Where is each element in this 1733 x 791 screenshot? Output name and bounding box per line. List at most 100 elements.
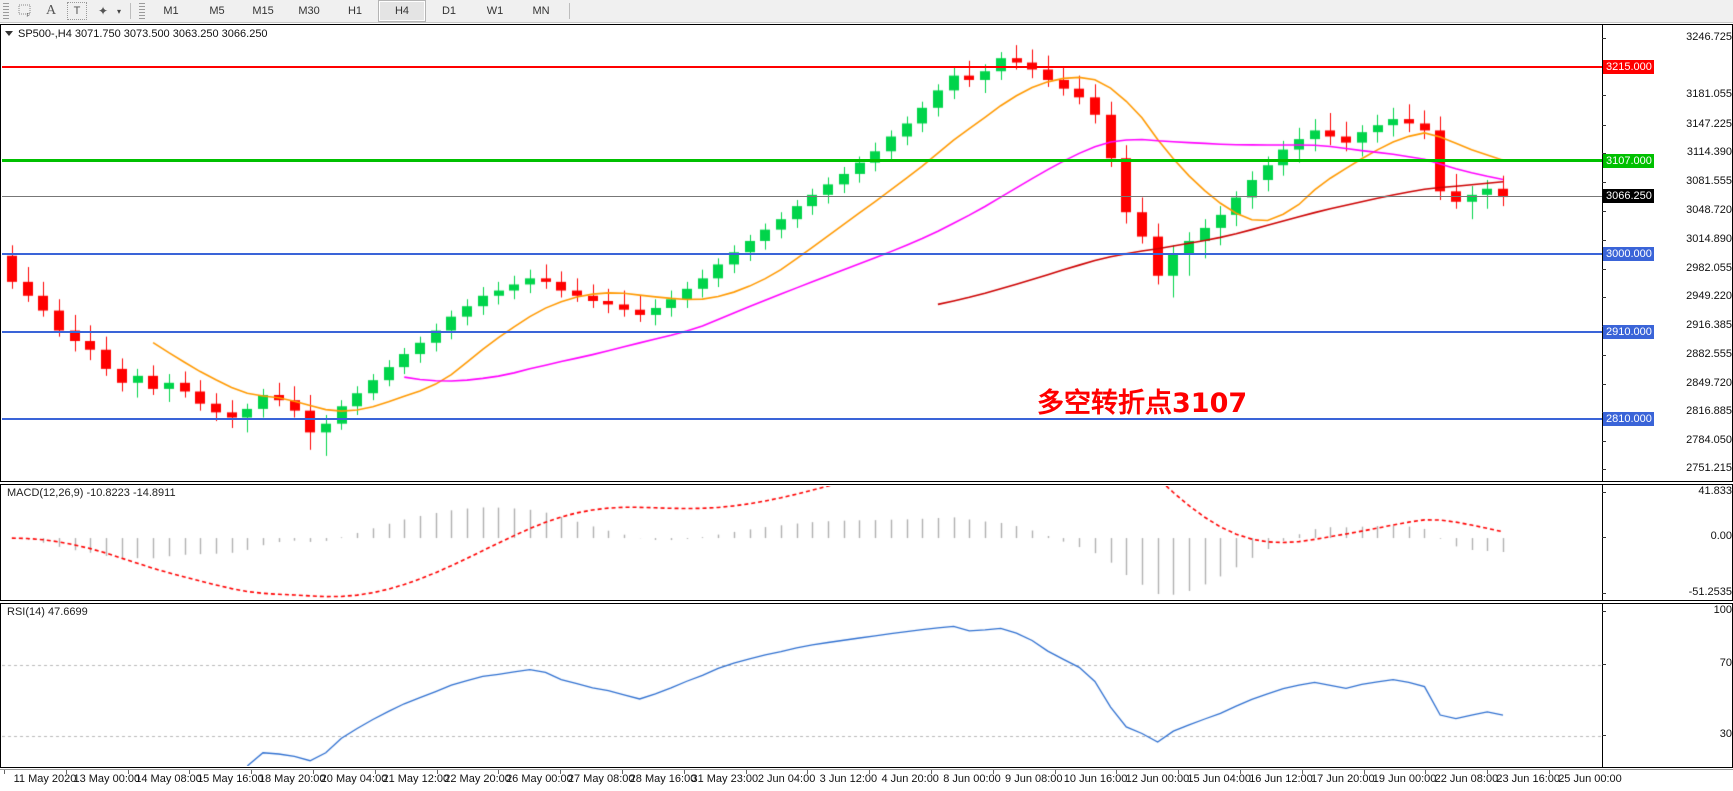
crosshair-icon[interactable]: F	[12, 1, 38, 21]
time-tick	[1302, 770, 1303, 774]
text-tool-icon[interactable]: A	[45, 3, 57, 18]
text-label-icon[interactable]: T	[64, 1, 90, 21]
axis-tickmark	[1602, 182, 1606, 184]
time-tick	[1055, 770, 1056, 774]
axis-tickmark	[1602, 469, 1606, 471]
timeframe-mn[interactable]: MN	[532, 5, 550, 17]
macd-axis[interactable]: 41.833 0.00 -51.2535	[1602, 485, 1732, 600]
rsi-plot-area[interactable]	[2, 605, 1732, 766]
chevron-down-icon[interactable]: ▾	[117, 6, 122, 16]
rsi-canvas	[2, 605, 1603, 766]
price-tick-label: 2949.220	[1686, 290, 1732, 303]
time-tick	[498, 770, 499, 774]
price-tick-label: 3181.055	[1686, 88, 1732, 101]
time-label: 8 Jun 00:00	[943, 773, 1001, 785]
collapse-icon[interactable]	[5, 31, 13, 36]
time-tick	[437, 770, 438, 774]
time-tick	[1364, 770, 1365, 774]
axis-tickmark	[1602, 735, 1606, 737]
toolbar-grip[interactable]	[3, 3, 9, 19]
axis-tickmark	[1602, 240, 1606, 242]
macd-canvas	[2, 486, 1603, 599]
price-tick-label: 3147.225	[1686, 117, 1732, 130]
price-tag-support-2910[interactable]: 2910.000	[1603, 325, 1654, 340]
axis-divider	[1602, 485, 1603, 600]
timeframe-m30[interactable]: M30	[298, 5, 320, 17]
timeframe-m1[interactable]: M1	[163, 5, 179, 17]
level-line-support-3000[interactable]	[2, 253, 1603, 255]
time-tick	[313, 770, 314, 774]
rsi-tick-label: 30	[1719, 728, 1732, 741]
time-tick	[1549, 770, 1550, 774]
time-tick	[746, 770, 747, 774]
macd-plot-area[interactable]	[2, 486, 1732, 599]
price-tag-pivot-3107[interactable]: 3107.000	[1603, 153, 1654, 168]
level-line-support-2910[interactable]	[2, 331, 1603, 334]
axis-tickmark	[1602, 124, 1606, 126]
price-tick-label: 2816.885	[1686, 405, 1732, 418]
level-line-resistance-3215[interactable]	[2, 65, 1603, 68]
level-line-support-2810[interactable]	[2, 418, 1603, 421]
axis-divider	[1602, 25, 1603, 481]
time-label: 11 May 2020	[13, 773, 77, 785]
time-label: 20 May 04:00	[320, 773, 388, 785]
axis-tickmark	[1602, 440, 1606, 442]
svg-text:F: F	[27, 13, 30, 18]
timeframe-w1[interactable]: W1	[486, 5, 504, 17]
time-label: 22 May 20:00	[444, 773, 511, 785]
time-axis[interactable]: 11 May 2020 13 May 00:00 14 May 08:00 15 Ma…	[0, 769, 1733, 791]
price-tick-label: 2849.720	[1686, 376, 1732, 389]
price-tick-label: 2882.555	[1686, 348, 1732, 361]
axis-tickmark	[1602, 491, 1606, 493]
rsi-tick-label: 70	[1719, 657, 1732, 670]
timeframe-m15[interactable]: M15	[252, 5, 274, 17]
time-tick	[1487, 770, 1488, 774]
rsi-label: RSI(14) 47.6699	[7, 606, 88, 618]
timeframe-h1[interactable]: H1	[347, 5, 363, 17]
time-label: 10 Jun 16:00	[1063, 773, 1128, 785]
time-label: 28 May 16:00	[629, 773, 697, 785]
level-line-pivot-3107[interactable]	[2, 159, 1603, 163]
rsi-pane[interactable]: RSI(14) 47.6699 100 70 30	[0, 603, 1733, 768]
timeframe-h4[interactable]: H4	[378, 0, 427, 22]
price-chart-pane[interactable]: 多空转折点3107 SP500-,H4 3071.750 3073.500 30…	[0, 24, 1733, 482]
time-tick	[993, 770, 994, 774]
time-label: 17 Jun 20:00	[1310, 773, 1375, 785]
time-label: 9 Jun 08:00	[1005, 773, 1063, 785]
time-tick	[128, 770, 129, 774]
rsi-axis[interactable]: 100 70 30	[1602, 604, 1732, 767]
timeframe-d1[interactable]: D1	[441, 5, 457, 17]
time-label: 2 Jun 04:00	[757, 773, 816, 785]
price-plot-area[interactable]: 多空转折点3107	[2, 26, 1732, 480]
time-tick	[622, 770, 623, 774]
time-label: 4 Jun 20:00	[881, 773, 939, 785]
time-label: 21 May 12:00	[382, 773, 450, 785]
price-tag-current-price-3066[interactable]: 3066.250	[1603, 189, 1654, 204]
time-tick	[1116, 770, 1117, 774]
toolbar-separator-2	[569, 3, 571, 19]
price-tag-support-2810[interactable]: 2810.000	[1603, 412, 1654, 427]
price-tick-label: 3048.720	[1686, 203, 1732, 216]
timeframe-m5[interactable]: M5	[209, 5, 225, 17]
timeframe-grip[interactable]	[139, 3, 146, 19]
axis-tickmark	[1602, 355, 1606, 357]
time-tick	[931, 770, 932, 774]
axis-tickmark	[1602, 210, 1606, 212]
time-label: 15 Jun 04:00	[1187, 773, 1251, 785]
macd-label: MACD(12,26,9) -10.8223 -14.8911	[7, 487, 176, 499]
rsi-tick-label: 100	[1713, 604, 1732, 617]
axis-tickmark	[1602, 268, 1606, 270]
macd-pane[interactable]: MACD(12,26,9) -10.8223 -14.8911 41.833 0.…	[0, 484, 1733, 601]
time-tick	[560, 770, 561, 774]
time-label: 19 Jun 00:00	[1372, 773, 1437, 785]
objects-icon[interactable]: ✦	[97, 4, 109, 18]
axis-divider	[1602, 604, 1603, 767]
symbol-header: SP500-,H4 3071.750 3073.500 3063.250 306…	[5, 28, 268, 40]
price-axis[interactable]: 3246.725 3181.055 3147.225 3114.390 3081.555…	[1602, 25, 1732, 481]
axis-tickmark	[1602, 664, 1606, 666]
time-label: 26 May 00:00	[506, 773, 573, 785]
price-tag-resistance-3215[interactable]: 3215.000	[1603, 59, 1654, 74]
price-tag-support-3000[interactable]: 3000.000	[1603, 247, 1654, 261]
level-line-current-price-3066[interactable]	[2, 195, 1603, 197]
